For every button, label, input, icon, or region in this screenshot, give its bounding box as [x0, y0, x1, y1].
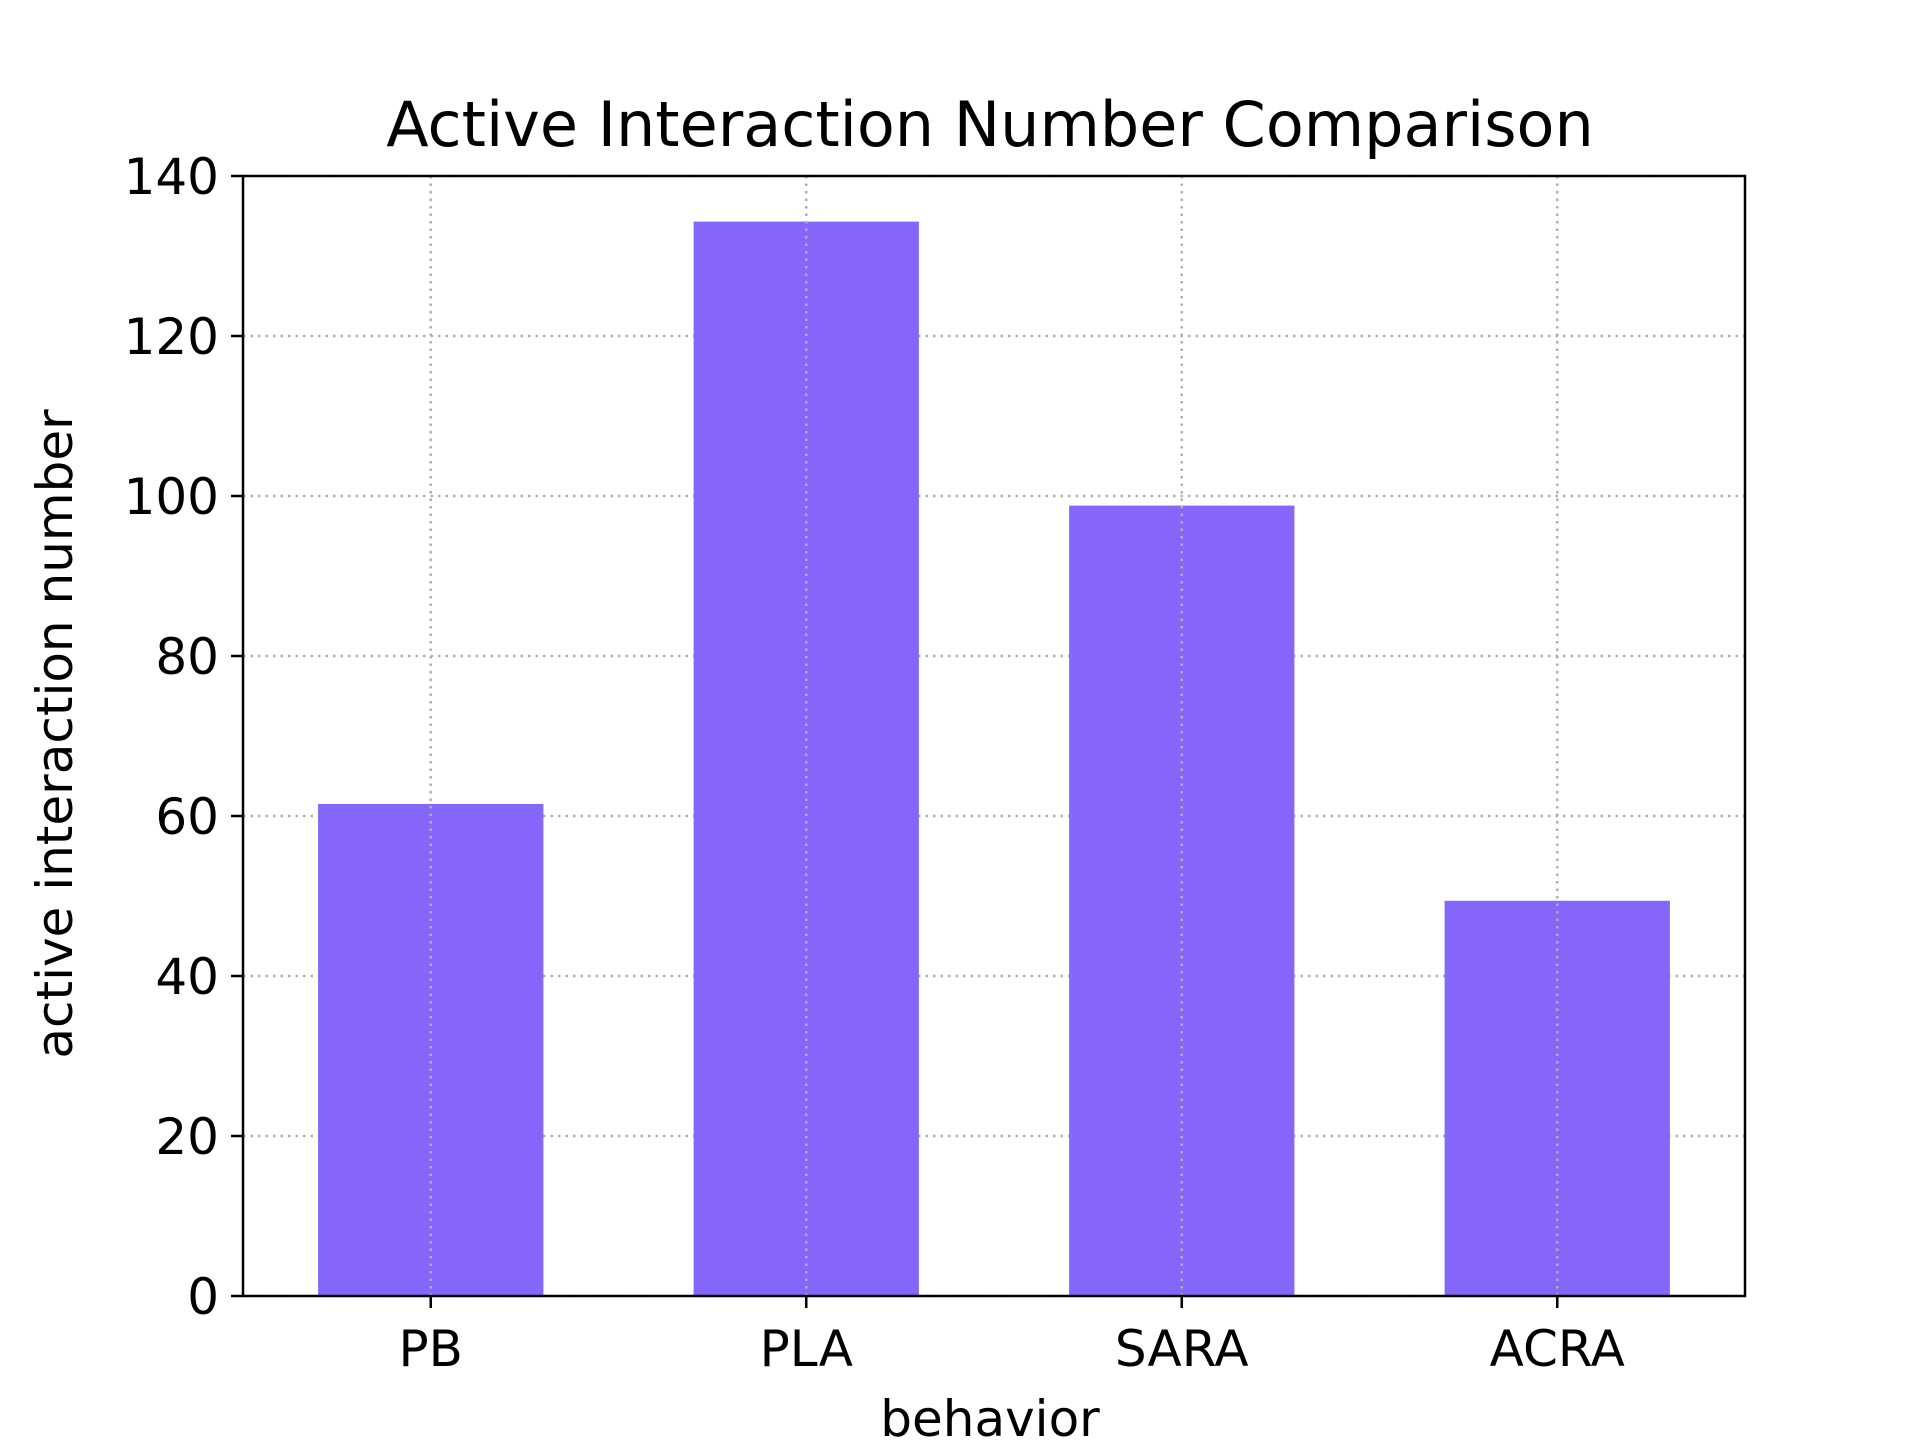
bars: [318, 221, 1670, 1297]
x-tick-label: PB: [399, 1320, 463, 1378]
axes: 0 20 40 60 80 100 120 140 PB PLA SARA ACRA: [124, 148, 1625, 1378]
y-tick-label: 100: [124, 468, 219, 526]
x-tick-label: SARA: [1115, 1320, 1249, 1378]
bar-pb: [318, 804, 544, 1296]
y-tick-label: 0: [187, 1268, 219, 1326]
y-tick-label: 40: [155, 948, 219, 1006]
y-tick-label: 140: [124, 148, 219, 206]
x-axis-title: behavior: [880, 1390, 1100, 1440]
x-tick-label: PLA: [760, 1320, 853, 1378]
chart-title: Active Interaction Number Comparison: [386, 88, 1594, 161]
y-axis-title: active interaction number: [26, 409, 84, 1059]
y-tick-label: 120: [124, 308, 219, 366]
bar-pla: [693, 221, 919, 1297]
bar-sara: [1069, 505, 1295, 1297]
y-tick-label: 80: [155, 628, 219, 686]
y-tick-label: 60: [155, 788, 219, 846]
plot-frame: [241, 174, 1747, 1298]
y-tick-label: 20: [155, 1108, 219, 1166]
bar-acra: [1444, 900, 1670, 1296]
x-tick-label: ACRA: [1490, 1320, 1625, 1378]
